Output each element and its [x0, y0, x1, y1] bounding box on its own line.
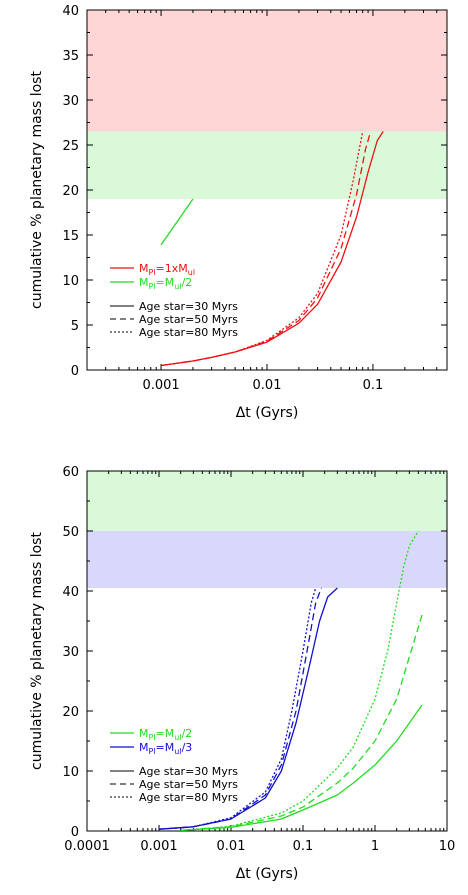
legend-label: MPl=Mul/2 [139, 276, 192, 291]
series-line [180, 530, 419, 832]
series-line [160, 198, 194, 246]
y-tick-label: 10 [62, 274, 79, 289]
shaded-band [87, 131, 447, 199]
series-line [180, 704, 423, 832]
x-tick-label: 0.01 [217, 839, 246, 854]
y-tick-label: 10 [62, 765, 79, 780]
y-tick-label: 30 [62, 645, 79, 660]
chart-bottom: 0.0001 0.001 0.01 0.1 1 10 0 10 20 30 40 50 60 Δt (Gy… [29, 465, 456, 882]
y-tick-label: 5 [71, 319, 79, 334]
y-tick-label: 20 [62, 705, 79, 720]
y-axis-title: cumulative % planetary mass lost [29, 71, 45, 309]
y-axis-title: cumulative % planetary mass lost [29, 532, 45, 770]
legend-label: MPl=Mul/3 [139, 741, 192, 756]
x-tick-label: 0.001 [140, 839, 177, 854]
series-line [160, 131, 364, 367]
x-tick-label: 10 [439, 839, 456, 854]
legend-label: Age star=80 Myrs [139, 791, 238, 804]
series-line [180, 614, 423, 832]
y-tick-label: 0 [71, 825, 79, 840]
x-tick-label: 0.0001 [64, 839, 110, 854]
y-tick-label: 35 [62, 49, 79, 64]
legend-label: Age star=80 Myrs [139, 326, 238, 339]
y-tick-label: 20 [62, 184, 79, 199]
x-tick-label: 0.01 [253, 378, 282, 393]
legend-label: Age star=50 Myrs [139, 778, 238, 791]
chart-top: 0.001 0.01 0.1 0 5 10 15 20 25 30 35 40 Δt (Gyrs) cum… [29, 4, 448, 421]
series-line [158, 587, 317, 830]
y-tick-label: 30 [62, 94, 79, 109]
series-line [158, 587, 322, 830]
y-tick-label: 15 [62, 229, 79, 244]
y-tick-label: 40 [62, 585, 79, 600]
y-tick-label: 40 [62, 4, 79, 19]
legend-label: MPl=Mul/2 [139, 727, 192, 742]
legend-label: Age star=30 Myrs [139, 300, 238, 313]
x-tick-label: 0.001 [142, 378, 179, 393]
x-tick-label: 0.1 [293, 839, 314, 854]
shaded-band [87, 471, 447, 531]
x-axis-title: Δt (Gyrs) [236, 866, 299, 882]
x-tick-label: 1 [371, 839, 379, 854]
legend-label: Age star=30 Myrs [139, 765, 238, 778]
x-axis-title: Δt (Gyrs) [236, 405, 299, 421]
legend-label: Age star=50 Myrs [139, 313, 238, 326]
shaded-band [87, 10, 447, 132]
y-tick-label: 25 [62, 139, 79, 154]
shaded-band [87, 531, 447, 588]
y-tick-label: 0 [71, 364, 79, 379]
legend-label: MPl=1xMul [139, 262, 195, 277]
x-tick-label: 0.1 [363, 378, 384, 393]
y-tick-label: 50 [62, 525, 79, 540]
y-tick-label: 60 [62, 465, 79, 480]
